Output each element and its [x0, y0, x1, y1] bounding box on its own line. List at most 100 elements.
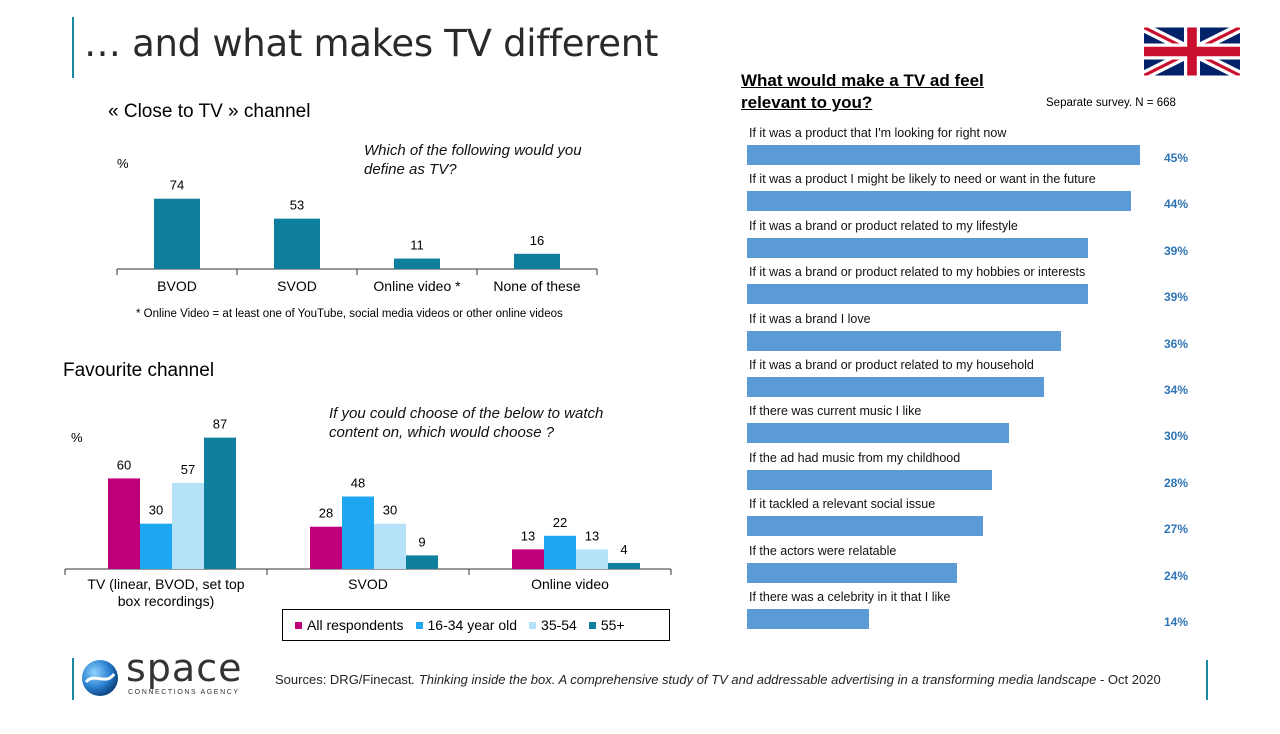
footer-right-accent [1206, 660, 1208, 700]
relevance-row: If it was a brand or product related to … [747, 357, 1207, 403]
chart1-bar [274, 218, 320, 269]
relevance-row-label: If it was a brand or product related to … [749, 265, 1086, 280]
close-to-tv-question: Which of the following would you define … [364, 142, 582, 178]
relevance-row: If it was a brand or product related to … [747, 264, 1207, 310]
favourite-question: If you could choose of the below to watc… [329, 405, 604, 441]
relevance-bar [747, 469, 992, 490]
chart1-category-label: None of these [493, 278, 580, 294]
chart2-bar [204, 437, 236, 569]
chart2-bar [576, 549, 608, 569]
chart2-category-label: TV (linear, BVOD, set top box recordings) [87, 576, 244, 609]
relevance-value: 14% [1164, 615, 1189, 629]
chart2-value-label: 13 [585, 528, 599, 543]
logo-name: space [126, 646, 243, 690]
chart1-category-label: BVOD [157, 278, 197, 294]
page-title: … and what makes TV different [84, 22, 659, 65]
chart1-value-label: 11 [410, 238, 424, 253]
chart2-value-label: 87 [213, 417, 227, 432]
chart2-value-label: 22 [553, 515, 567, 530]
relevance-value: 34% [1164, 383, 1189, 397]
chart2-value-label: 13 [521, 528, 535, 543]
source-date: - Oct 2020 [1096, 672, 1161, 687]
relevance-row-label: If the ad had music from my childhood [749, 450, 961, 465]
uk-flag-icon [1144, 27, 1240, 76]
relevance-row-label: If it was a product I might be likely to… [749, 172, 1096, 187]
relevance-row-label: If it was a brand or product related to … [749, 358, 1034, 372]
relevance-value: 30% [1164, 429, 1189, 444]
relevance-value: 45% [1164, 151, 1189, 165]
chart2-bar [512, 549, 544, 569]
chart2-bar [172, 482, 204, 569]
relevance-bar [747, 516, 983, 537]
relevance-row: If there was current music I like 30% [747, 403, 1207, 449]
relevance-row-label: If it tackled a relevant social issue [749, 497, 936, 512]
space-logo-icon [82, 660, 118, 696]
chart1-category-label: SVOD [277, 278, 317, 294]
relevance-row: If the actors were relatable 24% [747, 543, 1207, 589]
chart2-bar [108, 478, 140, 569]
relevance-row-label: If there was current music I like [749, 404, 922, 419]
chart2-bar [544, 535, 576, 569]
close-to-tv-unit: % [117, 156, 129, 171]
legend-item-all: All respondents [295, 617, 404, 633]
relevance-bar [747, 330, 1062, 351]
source-study: . Thinking inside the box. A comprehensi… [411, 672, 1097, 687]
relevance-bar [747, 145, 1140, 165]
chart2-value-label: 48 [351, 476, 365, 491]
chart1-category-label: Online video * [373, 278, 461, 294]
chart1-value-label: 74 [170, 178, 184, 193]
close-to-tv-chart: 74 BVOD 53 SVOD 11 Online video * 16 None of th… [116, 178, 598, 294]
chart1-value-label: 53 [290, 198, 304, 213]
legend-label-16-34: 16-34 year old [427, 617, 518, 633]
chart1-bar [394, 258, 440, 269]
legend-swatch-55plus [588, 621, 596, 629]
chart2-bar [374, 523, 406, 569]
legend-label-35-54: 35-54 [541, 617, 577, 633]
relevance-value: 24% [1164, 568, 1189, 583]
relevance-value: 36% [1164, 336, 1189, 351]
legend-item-16-34: 16-34 year old [415, 617, 518, 633]
favourite-channel-title: Favourite channel [63, 360, 215, 381]
chart2-value-label: 4 [620, 542, 627, 557]
relevance-row: If it was a brand or product related to … [747, 218, 1207, 264]
chart2-bar [342, 496, 374, 569]
chart2-value-label: 30 [149, 503, 163, 518]
survey-note: Separate survey. N = 668 [1046, 97, 1176, 109]
relevance-value: 39% [1164, 290, 1189, 305]
relevance-row: If there was a celebrity in it that I li… [747, 589, 1207, 635]
chart2-value-label: 28 [319, 506, 333, 521]
relevance-row: If it tackled a relevant social issue 27% [747, 496, 1207, 542]
relevance-row-label: If it was a brand I love [749, 311, 871, 326]
legend-item-55plus: 55+ [588, 617, 625, 633]
relevance-row: If it was a brand I love 36% [747, 311, 1207, 357]
relevance-value: 39% [1164, 243, 1189, 258]
chart1-bar [514, 253, 560, 269]
chart2-category-line: box recordings) [118, 593, 215, 609]
close-to-tv-footnote: * Online Video = at least one of YouTube… [136, 308, 563, 320]
relevance-row-label: If the actors were relatable [749, 543, 897, 558]
title-accent-line [72, 17, 74, 78]
legend-swatch-all [295, 621, 302, 629]
footer-left-accent [72, 658, 74, 700]
legend-swatch-16-34 [415, 621, 423, 629]
chart2-bar [310, 526, 342, 569]
relevance-bar-chart: If it was a product that I'm looking for… [747, 125, 1207, 635]
relevance-row: If the ad had music from my childhood 28% [747, 450, 1207, 496]
legend-item-35-54: 35-54 [529, 617, 577, 633]
relevance-bar [747, 609, 870, 629]
chart2-bar [406, 555, 438, 569]
logo-tagline: CONNECTIONS AGENCY [128, 689, 240, 696]
relevance-bar [747, 237, 1088, 258]
chart2-value-label: 30 [383, 503, 397, 518]
relevance-value: 28% [1164, 475, 1189, 490]
source-citation: Sources: DRG/Finecast. Thinking inside t… [275, 672, 1161, 687]
relevance-row-label: If there was a celebrity in it that I li… [749, 590, 951, 604]
relevance-value: 44% [1164, 197, 1189, 212]
legend-label-all: All respondents [307, 617, 404, 633]
chart2-bar [608, 562, 640, 569]
relevance-row-label: If it was a product that I'm looking for… [749, 126, 1007, 140]
chart2-category-label: SVOD [348, 576, 388, 592]
relevance-bar [747, 191, 1132, 212]
relevance-bar [747, 423, 1009, 444]
relevance-value: 27% [1164, 522, 1189, 537]
